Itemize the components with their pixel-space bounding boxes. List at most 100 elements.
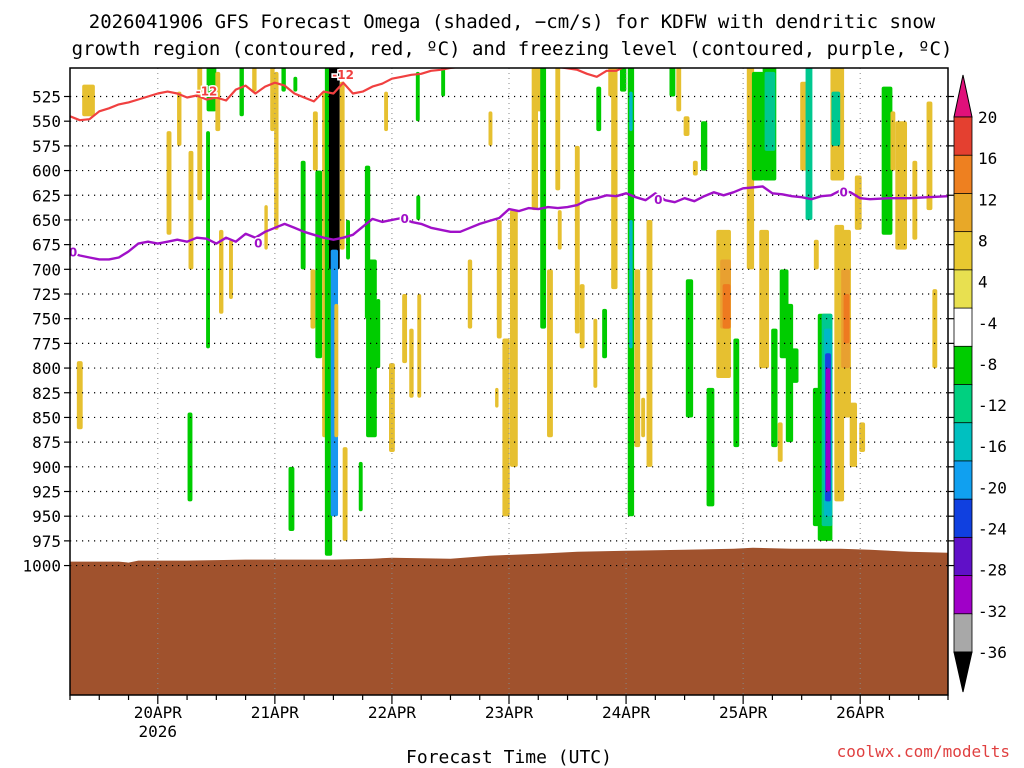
omega-cell: [540, 68, 547, 329]
y-tick-label: 525: [32, 88, 61, 107]
omega-cell: [912, 160, 918, 240]
snow-contour-label: -12: [332, 68, 354, 82]
omega-cell: [339, 81, 345, 250]
colorbar-label: 20: [978, 108, 997, 127]
omega-cell: [188, 150, 194, 270]
omega-cell: [206, 68, 217, 112]
y-tick-label: 725: [32, 285, 61, 304]
omega-cell: [389, 363, 395, 452]
omega-cell: [683, 116, 690, 136]
colorbar-label: -16: [978, 437, 1007, 456]
snow-contour-label: -12: [196, 85, 218, 99]
y-tick-label: 875: [32, 433, 61, 452]
colorbar-segment: [953, 154, 973, 195]
chart-title-line1: 2026041906 GFS Forecast Omega (shaded, −…: [89, 11, 936, 33]
omega-cell: [502, 338, 510, 517]
colorbar-segment: [953, 498, 973, 539]
omega-cell: [722, 284, 731, 329]
y-tick-label: 575: [32, 137, 61, 156]
omega-cell: [215, 71, 221, 132]
colorbar-segment: [953, 460, 973, 501]
y-tick-label: 925: [32, 483, 61, 502]
omega-cell: [706, 387, 715, 507]
omega-cell: [264, 205, 268, 250]
x-tick-sublabel: 2026: [139, 722, 178, 741]
ground-surface: [70, 547, 948, 695]
omega-cell: [759, 229, 769, 369]
omega-cell: [197, 68, 203, 201]
omega-cell: [777, 422, 783, 462]
x-tick-label: 23APR: [485, 703, 534, 722]
colorbar: 20 16 12 8 4 -4 -8 -12 -16 -20 -24 -28 -32 -36: [953, 74, 1007, 693]
colorbar-label: 12: [978, 190, 997, 209]
omega-cell: [669, 68, 676, 97]
y-tick-label: 1000: [22, 557, 61, 576]
omega-cell: [831, 91, 841, 146]
omega-cell: [843, 294, 850, 344]
x-tick-label: 22APR: [368, 703, 417, 722]
omega-cell: [676, 68, 682, 112]
omega-cell: [270, 68, 275, 132]
omega-cell: [641, 397, 646, 438]
omega-cell: [376, 298, 381, 369]
omega-cell: [334, 303, 339, 438]
y-tick-label: 700: [32, 260, 61, 279]
omega-cell: [685, 279, 694, 418]
colorbar-segment: [953, 613, 973, 653]
omega-cell: [415, 71, 420, 122]
omega-cell: [488, 111, 493, 146]
omega-cell: [496, 219, 502, 339]
omega-cell: [358, 461, 363, 512]
freeze-contour-label: 0: [401, 212, 409, 226]
omega-cell: [579, 284, 585, 349]
colorbar-segment: [953, 231, 973, 271]
y-axis: 525 550 575 600 625 650 675 700 725 750 775 800 825 8…: [22, 88, 954, 576]
omega-shading: [76, 68, 938, 556]
omega-cell: [602, 308, 608, 359]
colorbar-top-arrow: [953, 74, 973, 118]
y-tick-label: 800: [32, 359, 61, 378]
colorbar-segment: [953, 193, 973, 233]
omega-cell: [288, 466, 295, 531]
omega-cell: [890, 111, 896, 171]
x-axis-label: Forecast Time (UTC): [406, 747, 612, 768]
x-tick-label: 20APR: [134, 703, 183, 722]
ground-fill: [70, 547, 948, 695]
colorbar-label: -20: [978, 478, 1007, 497]
freeze-contour-label: 0: [654, 193, 662, 207]
colorbar-segment: [953, 536, 973, 577]
omega-cell: [417, 294, 422, 398]
omega-cell: [229, 239, 233, 299]
omega-cell: [751, 71, 764, 181]
y-tick-label: 950: [32, 507, 61, 526]
omega-cell: [634, 269, 641, 448]
omega-cell: [252, 68, 257, 92]
omega-cell: [366, 259, 377, 438]
colorbar-label: 4: [978, 273, 988, 292]
omega-cell: [402, 294, 408, 364]
omega-cell: [764, 71, 776, 151]
omega-cell: [409, 328, 414, 398]
omega-cell: [785, 303, 794, 443]
omega-cell: [932, 289, 938, 369]
omega-cell: [300, 160, 306, 270]
omega-cell: [531, 68, 539, 211]
freeze-contour-label: 0: [69, 246, 77, 260]
omega-cell: [441, 68, 446, 97]
omega-cell: [82, 84, 95, 117]
omega-cell: [467, 259, 473, 329]
omega-cell: [274, 71, 279, 230]
omega-cell: [593, 318, 598, 388]
colorbar-label: -24: [978, 520, 1007, 539]
colorbar-label: -32: [978, 602, 1007, 621]
colorbar-bottom-arrow: [953, 651, 973, 693]
colorbar-segment: [953, 116, 973, 157]
colorbar-label: -4: [978, 314, 997, 333]
colorbar-label: -36: [978, 643, 1007, 662]
omega-cell: [219, 229, 224, 314]
x-tick-label: 26APR: [836, 703, 885, 722]
omega-cell: [791, 348, 799, 383]
omega-cell: [312, 111, 318, 171]
